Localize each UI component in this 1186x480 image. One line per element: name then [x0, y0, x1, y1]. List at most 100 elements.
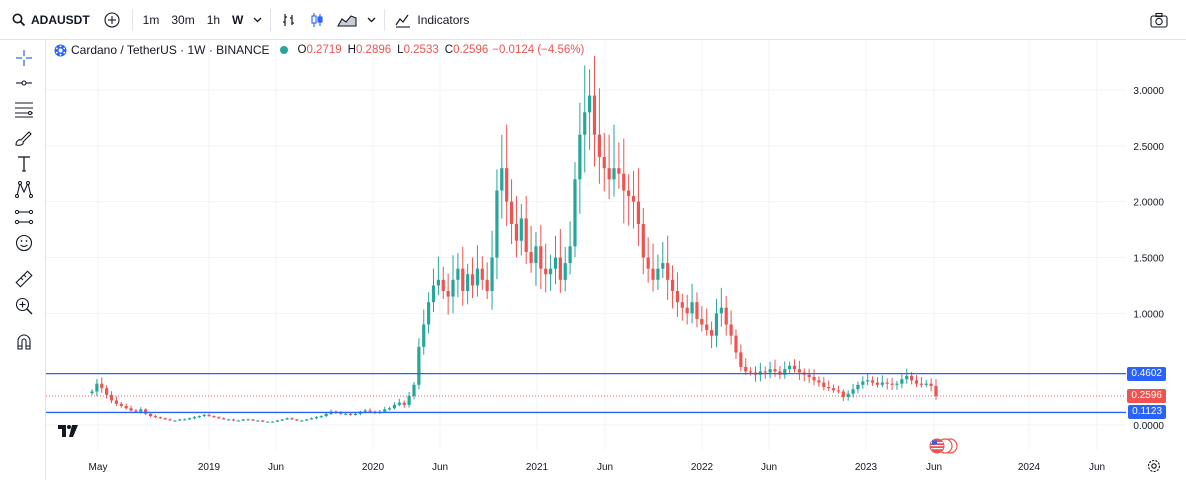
brush-icon	[14, 129, 34, 147]
time-tick-label: Jun	[1089, 462, 1105, 473]
price-tick-label: 1.5000	[1133, 254, 1164, 265]
icons-tool[interactable]	[12, 231, 36, 255]
candle-body	[446, 291, 450, 297]
market-status-icon	[279, 46, 288, 54]
candle-body	[261, 420, 265, 422]
legend-title[interactable]: Cardano / TetherUS · 1W · BINANCE	[71, 43, 270, 57]
pattern-tool[interactable]	[12, 177, 36, 201]
close-value: 0.2596	[453, 44, 489, 56]
time-axis[interactable]: May 2019 Jun 2020 Jun 2021 Jun 2022 Jun 2023 Jun 20…	[89, 462, 1106, 473]
last-price-tag: 0.2596	[1127, 389, 1166, 403]
candle-body	[627, 190, 631, 197]
candle-body	[875, 382, 880, 385]
candle-body	[929, 383, 933, 386]
candle-body	[749, 371, 753, 373]
bars-icon	[281, 12, 297, 28]
support-price-tag: 0.1123	[1128, 405, 1166, 420]
candle-body	[583, 112, 587, 135]
interval-1h[interactable]: 1h	[206, 12, 221, 27]
candle-body	[919, 383, 923, 385]
candle-body	[773, 369, 777, 372]
area-style-button[interactable]	[331, 0, 363, 39]
high-value: 0.2896	[355, 44, 392, 56]
price-tick-label: 2.5000	[1133, 142, 1164, 153]
tradingview-logo[interactable]	[57, 424, 81, 442]
candle-body	[588, 95, 592, 113]
candle-body	[241, 419, 245, 421]
drawing-toolbar	[0, 40, 46, 480]
time-tick-label: Jun	[597, 462, 613, 473]
bar-style-button[interactable]	[275, 0, 303, 39]
interval-dropdown[interactable]	[249, 0, 266, 39]
time-axis-settings-button[interactable]	[1147, 459, 1161, 473]
high-label: H	[347, 44, 356, 56]
time-tick-label: 2024	[1018, 462, 1041, 473]
time-tick-label: May	[89, 462, 108, 473]
price-tick-label: 3.0000	[1133, 86, 1164, 97]
zoom-in-icon	[15, 297, 33, 315]
price-tick-label: 1.0000	[1133, 309, 1164, 320]
candles	[90, 56, 938, 423]
symbol-search-button[interactable]: ADAUSDT	[0, 0, 96, 39]
interval-1m[interactable]: 1m	[142, 12, 160, 27]
candle-body	[139, 409, 143, 412]
candle-body	[851, 389, 855, 394]
time-tick-label: 2020	[362, 462, 385, 473]
interval-w[interactable]: W	[232, 12, 244, 27]
price-chart[interactable]: 3.0000 2.5000 2.0000 1.5000 1.0000 0.0000 May…	[46, 40, 1186, 480]
candle-body	[607, 168, 611, 180]
snapshot-button[interactable]	[1144, 0, 1174, 39]
candle-body	[412, 384, 416, 396]
toolbar-divider	[384, 8, 386, 31]
candle-body	[144, 409, 148, 414]
candle-body	[866, 380, 870, 382]
indicators-button[interactable]: Indicators	[389, 0, 475, 39]
time-tick-label: 2021	[526, 462, 549, 473]
candle-body	[539, 246, 543, 269]
interval-30m[interactable]: 30m	[171, 12, 195, 27]
forecast-tool[interactable]	[12, 205, 36, 229]
events-marker[interactable]	[929, 438, 959, 454]
candle-body	[910, 375, 914, 381]
text-tool[interactable]	[12, 152, 36, 176]
candle-body	[178, 419, 182, 421]
candle-body	[300, 420, 304, 422]
candle-body	[880, 382, 884, 385]
price-tick-label: 2.0000	[1133, 198, 1164, 209]
candle-body	[680, 302, 684, 308]
candle-body	[836, 390, 841, 392]
candle-body	[870, 380, 875, 383]
candle-body	[256, 420, 260, 422]
candles-style-button[interactable]	[303, 0, 331, 39]
magnet-tool[interactable]	[12, 330, 36, 354]
candle-body	[314, 417, 319, 419]
candle-body	[822, 382, 826, 388]
candle-body	[407, 395, 411, 405]
brush-tool[interactable]	[12, 126, 36, 150]
candle-body	[831, 388, 836, 391]
candle-body	[734, 335, 738, 353]
candle-body	[363, 410, 367, 412]
candle-body	[714, 313, 719, 336]
candle-body	[344, 413, 348, 415]
zoom-tool[interactable]	[12, 294, 36, 318]
candle-body	[100, 383, 104, 389]
candle-body	[417, 346, 421, 385]
crosshair-tool[interactable]	[12, 46, 36, 70]
trend-line-tool[interactable]	[12, 71, 36, 95]
pattern-icon	[15, 180, 33, 198]
compare-symbol-button[interactable]	[96, 0, 128, 39]
candle-body	[900, 379, 904, 384]
candle-body	[861, 381, 865, 385]
candle-body	[183, 419, 187, 421]
price-axis[interactable]: 3.0000 2.5000 2.0000 1.5000 1.0000 0.0000	[1133, 86, 1164, 432]
measure-tool[interactable]	[12, 267, 36, 291]
fib-tool[interactable]	[12, 98, 36, 122]
chart-legend: Cardano / TetherUS · 1W · BINANCE O 0.271…	[54, 43, 584, 57]
candle-body	[646, 257, 650, 269]
chart-type-dropdown[interactable]	[363, 0, 380, 39]
candle-body	[553, 257, 558, 269]
candle-body	[558, 257, 562, 280]
candle-body	[544, 268, 548, 275]
candle-body	[173, 420, 177, 422]
